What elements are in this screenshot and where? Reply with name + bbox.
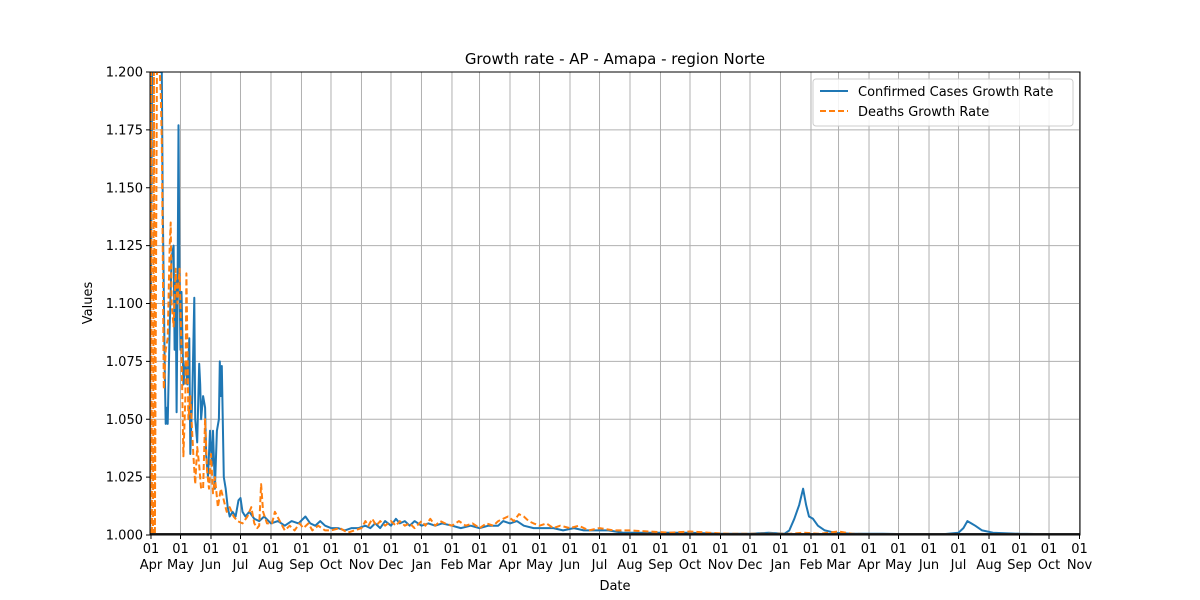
x-tick-day-label: 01 [562,542,579,557]
x-tick-month-label: Aug [258,558,283,573]
x-tick-day-label: 01 [1011,542,1028,557]
x-tick-month-label: Nov [1067,558,1093,573]
x-tick-day-label: 01 [890,542,907,557]
x-tick-month-label: Jul [950,558,967,573]
series-line-deaths [150,72,1080,535]
x-tick-day-label: 01 [143,542,160,557]
x-tick-month-label: Mar [826,558,851,573]
x-tick-month-label: Nov [708,558,734,573]
x-tick-month-label: Jun [200,558,221,573]
x-tick-day-label: 01 [1071,542,1088,557]
x-tick-day-label: 01 [353,542,370,557]
x-tick-month-label: Aug [976,558,1001,573]
y-tick-label: 1.050 [106,413,143,428]
y-axis-label: Values [81,282,96,325]
chart-title: Growth rate - AP - Amapa - region Norte [465,50,765,68]
x-tick-day-label: 01 [203,542,220,557]
y-tick-label: 1.000 [106,529,143,544]
x-tick-day-label: 01 [383,542,400,557]
legend: Confirmed Cases Growth Rate Deaths Growt… [812,78,1074,127]
x-tick-month-label: Dec [378,558,403,573]
x-tick-day-label: 01 [803,542,820,557]
x-tick-day-label: 01 [531,542,548,557]
x-axis-ticks: 01Apr01May01Jun01Jul01Aug01Sep01Oct01Nov… [140,535,1093,573]
legend-label-deaths: Deaths Growth Rate [858,105,989,120]
x-axis-label: Date [599,579,630,594]
x-tick-month-label: Oct [320,558,342,573]
x-tick-day-label: 01 [323,542,340,557]
x-tick-month-label: Oct [1038,558,1060,573]
x-tick-day-label: 01 [1041,542,1058,557]
x-tick-day-label: 01 [293,542,310,557]
x-tick-month-label: Mar [467,558,492,573]
x-tick-day-label: 01 [830,542,847,557]
x-tick-day-label: 01 [622,542,639,557]
y-axis-ticks: 1.000 1.025 1.050 1.075 1.100 1.125 1.150 1.175… [106,66,150,544]
x-tick-month-label: Apr [140,558,163,573]
x-tick-month-label: Apr [858,558,881,573]
x-tick-month-label: Jan [769,558,790,573]
x-tick-day-label: 01 [652,542,669,557]
x-tick-month-label: May [526,558,553,573]
x-tick-month-label: Dec [737,558,762,573]
x-tick-month-label: Feb [440,558,463,573]
y-tick-label: 1.025 [106,471,143,486]
x-tick-month-label: Jun [918,558,939,573]
x-tick-day-label: 01 [950,542,967,557]
x-tick-day-label: 01 [444,542,461,557]
y-tick-label: 1.075 [106,355,143,370]
y-tick-label: 1.200 [106,66,143,81]
x-tick-month-label: Sep [289,558,314,573]
y-tick-label: 1.175 [106,123,143,138]
legend-label-confirmed: Confirmed Cases Growth Rate [858,85,1053,100]
x-tick-day-label: 01 [263,542,280,557]
x-tick-day-label: 01 [471,542,488,557]
x-tick-month-label: Feb [799,558,822,573]
x-tick-month-label: Oct [679,558,701,573]
x-tick-month-label: May [167,558,194,573]
x-tick-month-label: Apr [499,558,522,573]
x-tick-day-label: 01 [413,542,430,557]
x-tick-day-label: 01 [772,542,789,557]
y-tick-label: 1.125 [106,239,143,254]
x-tick-month-label: May [885,558,912,573]
x-tick-month-label: Jul [232,558,249,573]
x-tick-day-label: 01 [742,542,759,557]
y-tick-label: 1.150 [106,181,143,196]
x-tick-month-label: Sep [648,558,673,573]
x-tick-day-label: 01 [921,542,938,557]
x-tick-day-label: 01 [861,542,878,557]
x-tick-day-label: 01 [502,542,519,557]
x-tick-month-label: Sep [1007,558,1032,573]
x-tick-month-label: Jul [591,558,608,573]
series-line-confirmed-cases [150,72,1080,535]
x-tick-day-label: 01 [232,542,249,557]
x-tick-day-label: 01 [981,542,998,557]
x-tick-month-label: Nov [349,558,375,573]
y-tick-label: 1.100 [106,297,143,312]
legend-box [812,78,1074,127]
series-lines [150,72,1080,535]
x-tick-month-label: Jan [410,558,431,573]
x-tick-day-label: 01 [712,542,729,557]
x-tick-day-label: 01 [682,542,699,557]
x-tick-month-label: Jun [559,558,580,573]
x-tick-day-label: 01 [591,542,608,557]
x-tick-day-label: 01 [172,542,189,557]
x-tick-month-label: Aug [617,558,642,573]
